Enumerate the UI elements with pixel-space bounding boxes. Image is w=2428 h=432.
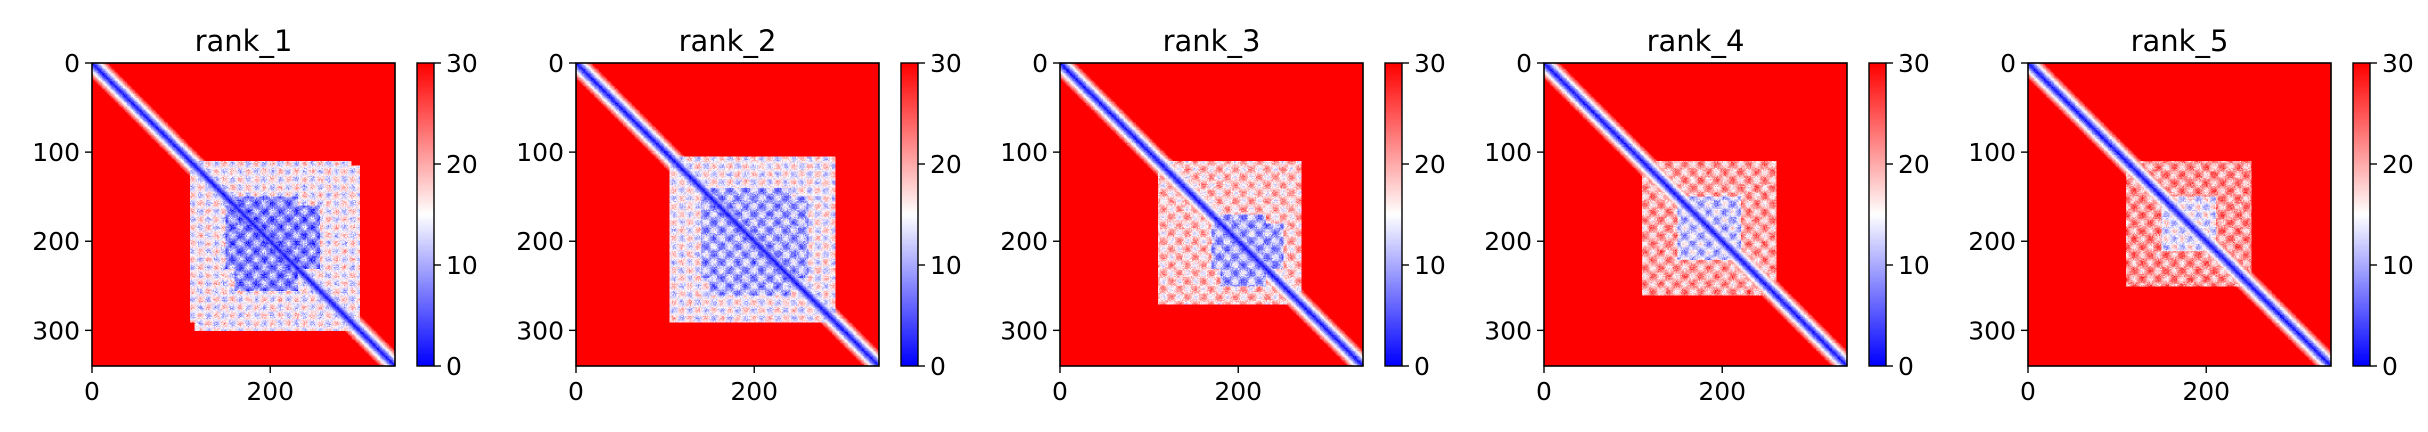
colorbar-frame — [1868, 62, 1887, 367]
colorbar-frame — [900, 62, 919, 367]
colorbar-tick-label: 20 — [1898, 150, 1930, 179]
y-tick-label: 300 — [1484, 316, 1532, 345]
heatmap-image — [2028, 63, 2331, 366]
heatmap-panel-4: rank_4 0 100 200 300 0 200 0 10 20 30 — [1484, 24, 1930, 406]
axes-frame — [1543, 62, 1848, 367]
panel-title: rank_2 — [679, 24, 777, 58]
colorbar-tick-label: 30 — [2382, 49, 2414, 78]
panel-title: rank_1 — [195, 24, 293, 58]
colorbar-tick-label: 0 — [446, 352, 462, 381]
colorbar-tick-label: 30 — [1414, 49, 1446, 78]
x-tick-label: 0 — [2020, 377, 2036, 406]
y-tick-label: 100 — [1968, 138, 2016, 167]
x-tick-label: 200 — [1698, 377, 1746, 406]
panel-title: rank_5 — [2131, 24, 2229, 58]
axes-frame — [575, 62, 880, 367]
colorbar-gradient — [1385, 63, 1402, 366]
y-tick-label: 300 — [32, 316, 80, 345]
y-tick-label: 0 — [64, 49, 80, 78]
heatmap-panel-2: rank_2 0 100 200 300 0 200 0 10 20 30 — [516, 24, 962, 406]
colorbar-tick-label: 0 — [2382, 352, 2398, 381]
colorbar-frame — [416, 62, 435, 367]
colorbar-tick-label: 0 — [1414, 352, 1430, 381]
y-tick-label: 0 — [548, 49, 564, 78]
heatmap-image — [1544, 63, 1847, 366]
panel-title: rank_4 — [1647, 24, 1745, 58]
colorbar-tick-label: 30 — [1898, 49, 1930, 78]
heatmap-image — [92, 63, 395, 366]
axes-frame — [1059, 62, 1364, 367]
colorbar-gradient — [417, 63, 434, 366]
colorbar-gradient — [901, 63, 918, 366]
y-tick-label: 200 — [1968, 227, 2016, 256]
heatmap-panel-5: rank_5 0 100 200 300 0 200 0 10 20 30 — [1968, 24, 2414, 406]
x-tick-label: 0 — [84, 377, 100, 406]
colorbar-tick-label: 10 — [1898, 251, 1930, 280]
y-tick-label: 200 — [32, 227, 80, 256]
colorbar-tick-label: 20 — [446, 150, 478, 179]
y-tick-label: 100 — [1000, 138, 1048, 167]
heatmap-panel-3: rank_3 0 100 200 300 0 200 0 10 20 30 — [1000, 24, 1446, 406]
colorbar-tick-label: 30 — [446, 49, 478, 78]
y-tick-label: 200 — [1484, 227, 1532, 256]
colorbar-tick-label: 10 — [2382, 251, 2414, 280]
y-tick-label: 300 — [516, 316, 564, 345]
x-tick-label: 200 — [730, 377, 778, 406]
colorbar-frame — [2352, 62, 2371, 367]
colorbar-tick-label: 10 — [446, 251, 478, 280]
colorbar-tick-label: 30 — [930, 49, 962, 78]
heatmap-panel-1: rank_1 0 100 200 300 0 200 0 10 20 30 — [32, 24, 478, 406]
colorbar-gradient — [2353, 63, 2370, 366]
y-tick-label: 100 — [1484, 138, 1532, 167]
y-tick-label: 100 — [516, 138, 564, 167]
colorbar-tick-label: 10 — [1414, 251, 1446, 280]
x-tick-label: 200 — [2182, 377, 2230, 406]
y-tick-label: 200 — [1000, 227, 1048, 256]
heatmap-image — [1060, 63, 1363, 366]
x-tick-label: 0 — [1052, 377, 1068, 406]
y-tick-label: 300 — [1000, 316, 1048, 345]
colorbar-tick-label: 20 — [1414, 150, 1446, 179]
colorbar-frame — [1384, 62, 1403, 367]
colorbar-tick-label: 20 — [930, 150, 962, 179]
y-tick-label: 100 — [32, 138, 80, 167]
heatmap-image — [576, 63, 879, 366]
y-tick-label: 0 — [2000, 49, 2016, 78]
y-tick-label: 300 — [1968, 316, 2016, 345]
colorbar-gradient — [1869, 63, 1886, 366]
colorbar-tick-label: 0 — [1898, 352, 1914, 381]
panel-title: rank_3 — [1163, 24, 1261, 58]
y-tick-label: 0 — [1032, 49, 1048, 78]
x-tick-label: 0 — [568, 377, 584, 406]
x-tick-label: 200 — [1214, 377, 1262, 406]
colorbar-tick-label: 10 — [930, 251, 962, 280]
axes-frame — [2027, 62, 2332, 367]
x-tick-label: 0 — [1536, 377, 1552, 406]
colorbar-tick-label: 20 — [2382, 150, 2414, 179]
axes-frame — [91, 62, 396, 367]
y-tick-label: 0 — [1516, 49, 1532, 78]
colorbar-tick-label: 0 — [930, 352, 946, 381]
y-tick-label: 200 — [516, 227, 564, 256]
x-tick-label: 200 — [246, 377, 294, 406]
